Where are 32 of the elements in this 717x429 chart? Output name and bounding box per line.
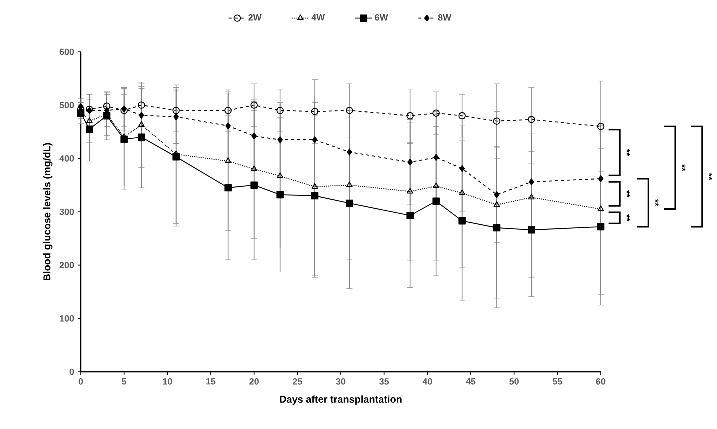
x-tick-label: 5 bbox=[122, 378, 127, 385]
x-tick-label: 15 bbox=[206, 378, 216, 385]
y-tick-label: 300 bbox=[60, 208, 74, 216]
x-tick-label: 60 bbox=[596, 378, 606, 385]
x-axis-title: Days after transplantation bbox=[280, 396, 402, 405]
y-tick-label: 100 bbox=[60, 315, 74, 322]
y-tick-label: 0 bbox=[70, 368, 74, 376]
y-tick-label: 500 bbox=[60, 102, 74, 109]
text: ** bbox=[626, 149, 630, 156]
x-tick-label: 55 bbox=[552, 378, 562, 385]
y-tick-label: 400 bbox=[60, 155, 74, 162]
legend-label: 2W bbox=[248, 14, 262, 21]
text: ** bbox=[626, 214, 630, 222]
text: ** bbox=[655, 199, 659, 206]
x-tick-label: 35 bbox=[380, 378, 390, 385]
legend-label: 6W bbox=[375, 14, 388, 21]
text: ** bbox=[626, 190, 630, 198]
y-axis-title: Blood glucose levels (mg/dL) bbox=[43, 143, 53, 281]
x-tick-label: 30 bbox=[336, 378, 346, 385]
x-tick-label: 40 bbox=[422, 378, 432, 385]
x-tick-label: 50 bbox=[510, 378, 519, 385]
x-tick-label: 20 bbox=[250, 378, 259, 385]
x-tick-label: 0 bbox=[78, 378, 84, 385]
legend-label: 4W bbox=[312, 14, 326, 21]
x-tick-label: 10 bbox=[163, 378, 172, 385]
x-tick-label: 45 bbox=[466, 378, 476, 385]
y-tick-label: 600 bbox=[60, 48, 74, 56]
text: ** bbox=[682, 164, 686, 172]
x-tick-label: 25 bbox=[292, 378, 302, 385]
legend-label: 8W bbox=[438, 14, 452, 21]
y-tick-label: 200 bbox=[60, 262, 74, 269]
text: ** bbox=[709, 173, 712, 180]
